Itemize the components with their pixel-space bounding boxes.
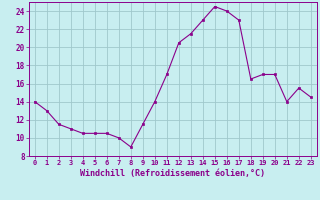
X-axis label: Windchill (Refroidissement éolien,°C): Windchill (Refroidissement éolien,°C) <box>80 169 265 178</box>
